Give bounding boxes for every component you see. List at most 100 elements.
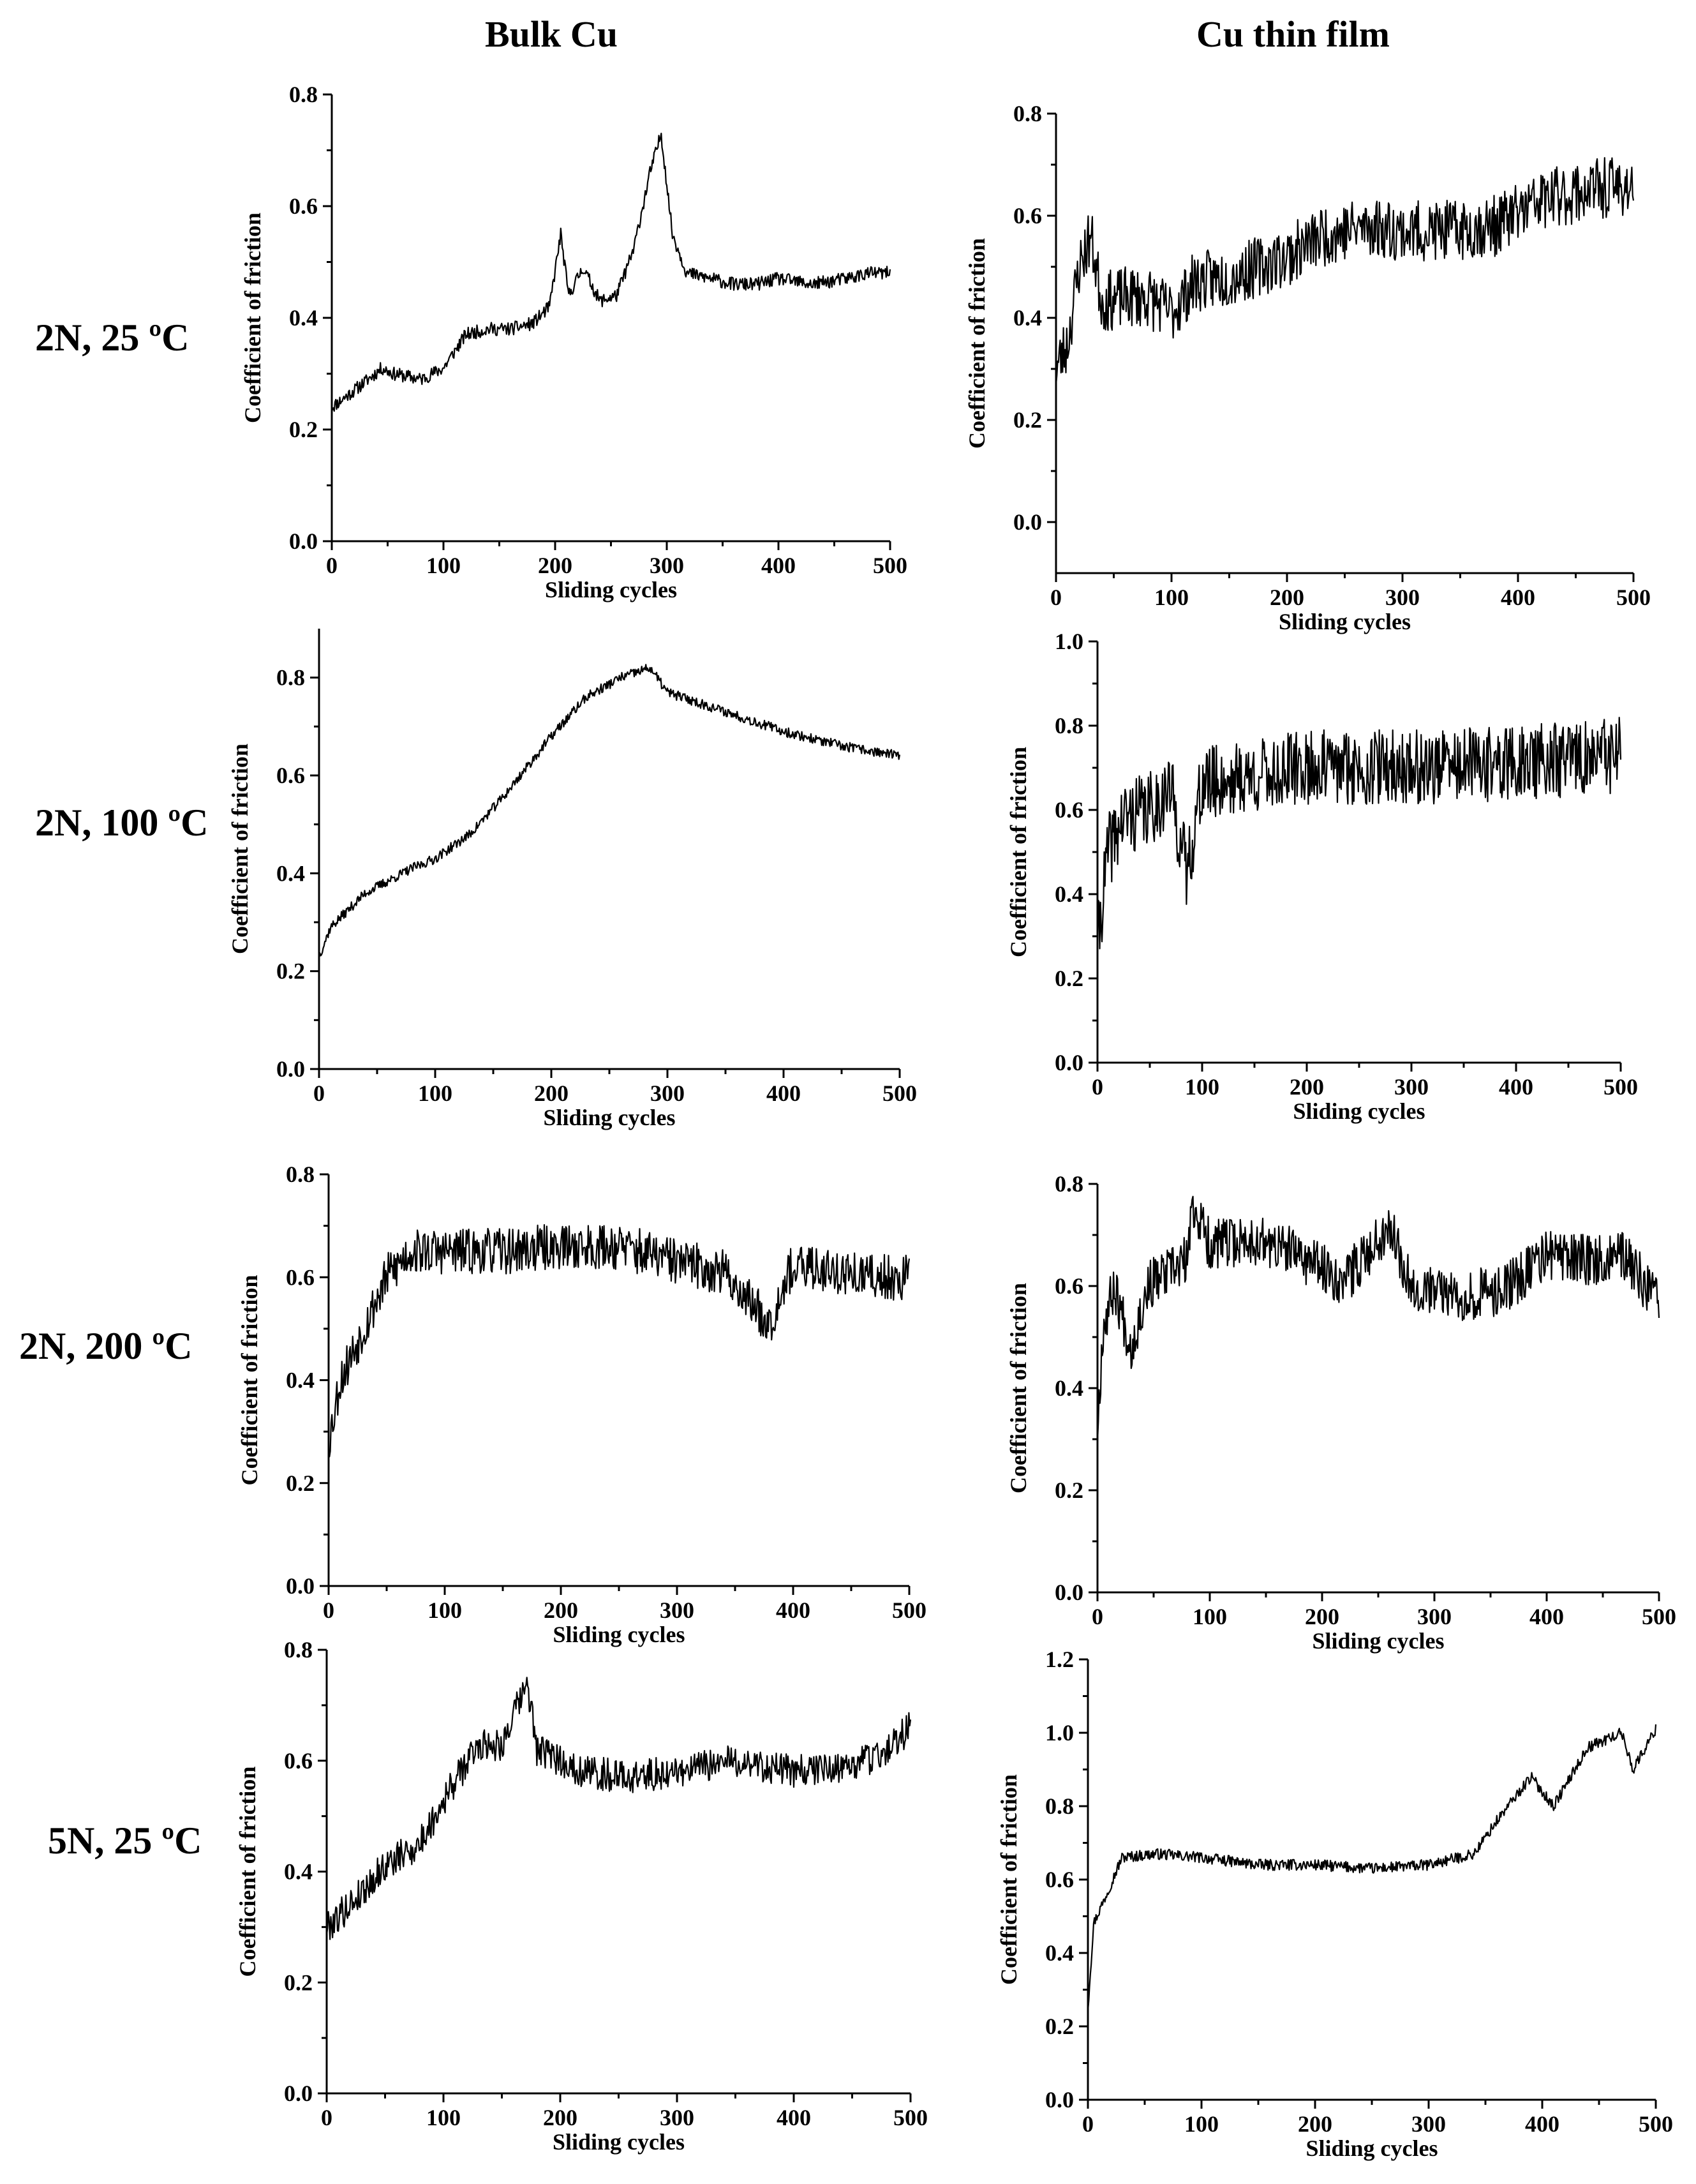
x-tick-label: 400 [1499, 1074, 1533, 1100]
x-tick-label: 300 [1411, 2111, 1446, 2137]
x-axis-title: Sliding cycles [543, 1105, 675, 1130]
y-tick-label: 0.6 [276, 763, 305, 788]
chart-svg: 0 100 200 300 400 500 0.0 0.2 0.4 0.6 0.8 Sliding c… [1006, 1171, 1676, 1654]
y-axis-title: Coefficient of friction [1006, 1283, 1031, 1493]
x-tick-label: 500 [1639, 2111, 1673, 2137]
x-tick-label: 400 [776, 1597, 810, 1623]
y-tick-label: 0.6 [1055, 1273, 1083, 1299]
x-tick-label: 0 [323, 1597, 334, 1623]
y-tick-label: 0.2 [1045, 2014, 1074, 2039]
x-tick-label: 500 [1616, 585, 1651, 610]
y-tick-label: 0.6 [1013, 203, 1042, 228]
y-axis-title: Coefficient of friction [235, 1767, 260, 1977]
y-tick-label: 0.0 [276, 1056, 305, 1082]
y-tick-label: 1.0 [1045, 1720, 1074, 1746]
x-axis-title: Sliding cycles [1293, 1098, 1425, 1124]
y-tick-label: 0.2 [1055, 966, 1083, 991]
chart-panel-bulk-5n-25: 0 100 200 300 400 500 0.0 0.2 0.4 0.6 0.8 Sliding c… [231, 1637, 930, 2164]
chart-svg: 0 100 200 300 400 500 0.0 0.2 0.4 0.6 0.8 Sliding c… [235, 1637, 928, 2155]
x-tick-label: 0 [1082, 2111, 1094, 2137]
y-axis-title: Coefficient of friction [240, 213, 265, 423]
x-tick-label: 0 [313, 1081, 325, 1106]
y-tick-label: 0.8 [1055, 1171, 1083, 1197]
y-tick-label: 0.4 [289, 305, 318, 331]
x-tick-label: 100 [1185, 1074, 1219, 1100]
y-tick-label: 0.8 [1055, 713, 1083, 738]
x-tick-label: 200 [1290, 1074, 1324, 1100]
y-tick-label: 0.4 [284, 1859, 313, 1885]
chart-panel-film-2n-25: 0 100 200 300 400 500 0.0 0.2 0.4 0.6 0.8 Sliding c… [960, 101, 1653, 643]
x-axis-title: Sliding cycles [545, 577, 677, 602]
x-tick-label: 100 [418, 1081, 452, 1106]
y-tick-label: 0.2 [1055, 1477, 1083, 1503]
y-tick-label: 0.8 [1045, 1793, 1074, 1819]
y-axis-title: Coefficient of friction [964, 238, 990, 449]
chart-svg: 0 100 200 300 400 500 0.0 0.2 0.4 0.6 0.8 1.0 1.2 Sli… [996, 1647, 1673, 2161]
y-tick-label: 0.0 [1013, 509, 1042, 535]
y-tick-label: 1.0 [1055, 629, 1083, 654]
y-tick-label: 0.0 [289, 528, 318, 554]
y-axis-title: Coefficient of friction [1006, 747, 1031, 957]
chart-panel-bulk-2n-100: 0 100 200 300 400 500 0.0 0.2 0.4 0.6 0.8 Sliding c… [223, 616, 919, 1139]
column-header-cu-thin-film: Cu thin film [1196, 13, 1390, 55]
friction-series-line [331, 132, 891, 412]
x-tick-label: 200 [538, 553, 572, 578]
friction-series-line [1096, 1195, 1660, 1442]
x-tick-label: 100 [1154, 585, 1189, 610]
y-tick-label: 0.6 [284, 1748, 313, 1774]
y-tick-label: 0.8 [276, 665, 305, 691]
x-tick-label: 500 [892, 1597, 926, 1623]
y-tick-label: 0.8 [289, 82, 318, 107]
friction-series-line [1055, 157, 1635, 385]
y-tick-label: 0.2 [284, 1970, 313, 1995]
x-tick-label: 400 [1501, 585, 1535, 610]
x-tick-label: 300 [650, 553, 684, 578]
chart-svg: 0 100 200 300 400 500 0.0 0.2 0.4 0.6 0.8 Sliding c… [227, 629, 917, 1130]
chart-panel-bulk-2n-25: 0 100 200 300 400 500 0.0 0.2 0.4 0.6 0.8 Sliding c… [236, 82, 909, 611]
y-axis-title: Coefficient of friction [237, 1275, 262, 1486]
x-axis-title: Sliding cycles [553, 2129, 685, 2155]
row-label-5n-25c: 5N, 25 ºC [48, 1820, 202, 1862]
x-axis-title: Sliding cycles [1305, 2135, 1438, 2161]
column-header-bulk-cu: Bulk Cu [485, 13, 618, 55]
y-tick-label: 0.2 [276, 959, 305, 984]
chart-panel-film-2n-100: 0 100 200 300 400 500 0.0 0.2 0.4 0.6 0.8 1.0 Slidin… [1002, 629, 1640, 1133]
x-tick-label: 200 [1298, 2111, 1332, 2137]
y-tick-label: 0.4 [1045, 1940, 1074, 1966]
chart-svg: 0 100 200 300 400 500 0.0 0.2 0.4 0.6 0.8 Sliding c… [240, 82, 907, 602]
chart-panel-bulk-2n-200: 0 100 200 300 400 500 0.0 0.2 0.4 0.6 0.8 Sliding c… [233, 1162, 928, 1656]
y-tick-label: 0.6 [1045, 1867, 1074, 1892]
friction-series-line [325, 1677, 912, 1940]
y-tick-label: 1.2 [1045, 1647, 1074, 1672]
chart-svg: 0 100 200 300 400 500 0.0 0.2 0.4 0.6 0.8 Sliding c… [237, 1162, 926, 1647]
x-axis-title: Sliding cycles [553, 1622, 685, 1647]
y-tick-label: 0.4 [276, 860, 305, 886]
friction-series-line [327, 1224, 911, 1458]
y-tick-label: 0.4 [1055, 1375, 1083, 1401]
row-label-2n-25c: 2N, 25 ºC [35, 317, 190, 359]
y-tick-label: 0.4 [1055, 881, 1083, 907]
y-tick-label: 0.4 [1013, 305, 1042, 331]
y-tick-label: 0.8 [1013, 101, 1042, 126]
x-tick-label: 500 [882, 1081, 917, 1106]
x-tick-label: 300 [1394, 1074, 1429, 1100]
x-axis-title: Sliding cycles [1279, 609, 1411, 634]
x-tick-label: 100 [1184, 2111, 1219, 2137]
x-tick-label: 0 [1092, 1604, 1103, 1629]
x-tick-label: 100 [1193, 1604, 1227, 1629]
x-tick-label: 300 [1417, 1604, 1452, 1629]
friction-series-line [318, 664, 901, 959]
y-tick-label: 0.8 [286, 1162, 315, 1187]
x-tick-label: 400 [761, 553, 796, 578]
x-tick-label: 200 [544, 1597, 578, 1623]
x-tick-label: 0 [326, 553, 338, 578]
y-tick-label: 0.0 [1045, 2087, 1074, 2113]
x-tick-label: 400 [777, 2105, 811, 2130]
x-tick-label: 200 [543, 2105, 577, 2130]
y-tick-label: 0.6 [289, 193, 318, 219]
y-tick-label: 0.2 [286, 1470, 315, 1496]
y-tick-label: 0.2 [1013, 407, 1042, 433]
x-tick-label: 0 [1092, 1074, 1103, 1100]
x-tick-label: 200 [534, 1081, 569, 1106]
y-axis-title: Coefficient of friction [996, 1774, 1022, 1985]
